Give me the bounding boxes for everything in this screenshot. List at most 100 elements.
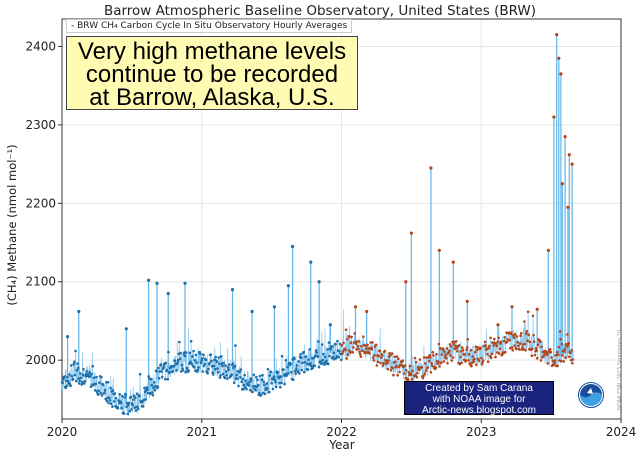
data-point bbox=[183, 354, 187, 358]
data-point bbox=[213, 367, 217, 371]
data-point bbox=[373, 354, 376, 357]
data-point bbox=[267, 390, 271, 394]
data-point bbox=[287, 372, 290, 375]
data-point bbox=[411, 369, 414, 373]
data-point bbox=[341, 350, 345, 353]
data-point bbox=[520, 348, 524, 351]
data-point bbox=[166, 378, 170, 381]
data-point bbox=[438, 365, 441, 368]
data-point bbox=[513, 344, 516, 347]
data-point bbox=[108, 399, 112, 402]
data-point bbox=[94, 382, 98, 386]
data-point bbox=[256, 378, 259, 382]
data-point bbox=[448, 343, 452, 346]
data-point bbox=[252, 373, 256, 377]
data-point bbox=[376, 360, 380, 364]
data-point bbox=[386, 361, 389, 365]
data-point bbox=[372, 359, 376, 362]
data-point bbox=[61, 381, 64, 385]
data-point bbox=[149, 392, 152, 396]
data-point bbox=[143, 386, 146, 390]
data-point bbox=[542, 353, 546, 357]
data-point bbox=[358, 350, 361, 354]
noaa-logo-icon bbox=[578, 382, 604, 408]
data-point bbox=[294, 372, 298, 375]
data-point bbox=[77, 382, 81, 385]
data-point bbox=[424, 362, 427, 365]
data-point bbox=[463, 353, 467, 356]
data-point bbox=[396, 373, 400, 377]
data-point bbox=[295, 364, 299, 367]
data-point bbox=[566, 344, 570, 347]
data-point bbox=[260, 378, 264, 382]
data-point bbox=[511, 348, 514, 352]
data-point bbox=[524, 332, 528, 335]
callout-box: Very high methane levels continue to be … bbox=[66, 36, 358, 110]
data-point bbox=[233, 364, 237, 368]
data-point bbox=[223, 376, 227, 380]
data-point bbox=[204, 358, 208, 362]
data-point bbox=[437, 360, 440, 364]
data-point bbox=[144, 398, 147, 401]
data-point bbox=[176, 361, 179, 365]
data-point bbox=[497, 336, 500, 340]
data-point bbox=[502, 339, 506, 343]
data-point bbox=[337, 355, 341, 359]
spike-point bbox=[563, 135, 567, 139]
data-point bbox=[75, 368, 79, 372]
spike-point bbox=[328, 323, 332, 327]
data-point bbox=[349, 341, 353, 345]
data-point bbox=[90, 372, 93, 376]
data-point bbox=[443, 350, 446, 354]
data-point bbox=[218, 362, 221, 366]
data-point bbox=[73, 360, 76, 364]
data-point bbox=[160, 375, 164, 379]
data-point bbox=[61, 378, 65, 381]
data-point bbox=[85, 370, 88, 373]
data-point bbox=[271, 387, 275, 391]
data-point bbox=[64, 386, 67, 390]
data-point bbox=[461, 348, 465, 352]
data-point bbox=[540, 345, 543, 349]
data-point bbox=[523, 342, 527, 346]
data-point bbox=[561, 354, 564, 357]
data-point bbox=[568, 355, 571, 359]
data-point bbox=[431, 350, 435, 354]
data-point bbox=[492, 344, 496, 347]
data-point bbox=[531, 314, 535, 318]
data-point bbox=[528, 340, 532, 344]
data-point bbox=[77, 377, 80, 380]
data-point bbox=[215, 360, 219, 364]
data-point bbox=[156, 385, 160, 388]
data-point bbox=[311, 366, 315, 370]
data-point bbox=[313, 364, 317, 368]
data-point bbox=[379, 361, 382, 365]
data-point bbox=[484, 344, 488, 347]
data-point bbox=[203, 362, 206, 366]
data-point bbox=[401, 359, 405, 362]
data-point bbox=[458, 362, 462, 366]
data-point bbox=[74, 379, 78, 383]
data-point bbox=[228, 363, 231, 366]
data-point bbox=[132, 394, 136, 398]
data-point bbox=[526, 339, 529, 343]
axes-layer: 2020 2021 2022 2023 2024 2000 2100 2200 2300 2400 bbox=[25, 39, 636, 439]
data-point bbox=[210, 364, 214, 368]
data-point bbox=[194, 353, 198, 357]
data-point bbox=[63, 375, 66, 378]
data-point bbox=[444, 353, 448, 357]
data-point bbox=[141, 405, 145, 408]
data-point bbox=[254, 375, 258, 379]
data-point bbox=[494, 355, 497, 359]
data-point bbox=[192, 366, 196, 369]
spike-point bbox=[437, 248, 441, 252]
data-point bbox=[180, 363, 184, 367]
data-point bbox=[535, 349, 538, 352]
data-point bbox=[145, 386, 149, 389]
callout-line-3: at Barrow, Alaska, U.S. bbox=[89, 84, 335, 111]
data-point bbox=[234, 344, 237, 347]
data-point bbox=[221, 372, 225, 376]
data-point bbox=[111, 405, 114, 408]
data-point bbox=[536, 356, 539, 360]
data-point bbox=[299, 353, 302, 356]
